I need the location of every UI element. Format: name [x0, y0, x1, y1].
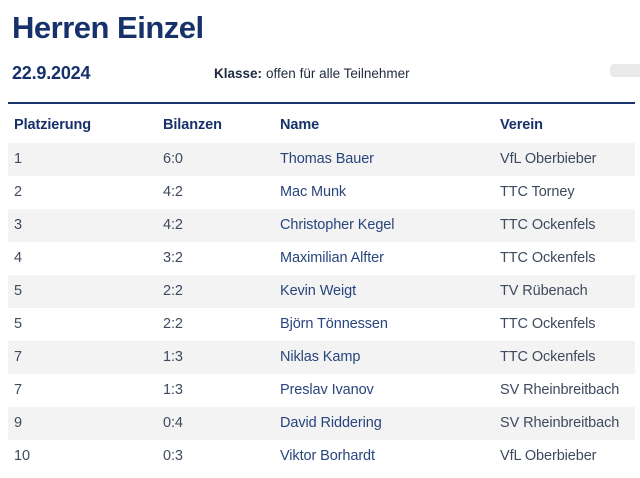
column-header-bilanzen: Bilanzen [163, 117, 222, 134]
cell-verein: TV Rübenach [500, 283, 588, 300]
cell-bilanzen: 2:2 [163, 283, 183, 300]
cell-verein: SV Rheinbreitbach [500, 415, 620, 432]
cell-verein: TTC Ockenfels [500, 217, 596, 234]
cell-name: Mac Munk [280, 184, 347, 201]
table-row: 5 2:2 Kevin Weigt TV Rübenach [8, 274, 635, 308]
cell-verein: TTC Ockenfels [500, 349, 596, 366]
cell-platzierung: 7 [14, 349, 22, 366]
table-row: 1 6:0 Thomas Bauer VfL Oberbieber [8, 142, 635, 176]
table-body: 1 6:0 Thomas Bauer VfL Oberbieber 2 4:2 Mac Mu… [8, 142, 635, 473]
cell-platzierung: 9 [14, 415, 22, 432]
cell-platzierung: 1 [14, 151, 22, 168]
cell-platzierung: 4 [14, 250, 22, 267]
cell-name: Preslav Ivanov [280, 382, 374, 399]
subheader: 22.9.2024 Klasse: offen für alle Teilnehm… [0, 62, 640, 88]
cell-platzierung: 3 [14, 217, 22, 234]
table-row: 4 3:2 Maximilian Alfter TTC Ockenfels [8, 242, 635, 275]
column-header-name: Name [280, 117, 320, 134]
cell-name: Thomas Bauer [280, 151, 374, 168]
cell-bilanzen: 0:3 [163, 448, 183, 465]
cell-name: Viktor Borhardt [280, 448, 375, 465]
table-row: 5 2:2 Björn Tönnessen TTC Ockenfels [8, 308, 635, 341]
cell-name: Björn Tönnessen [280, 316, 388, 333]
klasse-info: Klasse: offen für alle Teilnehmer [212, 64, 416, 83]
cell-platzierung: 10 [14, 448, 30, 465]
event-date: 22.9.2024 [12, 62, 91, 83]
edge-pill [610, 63, 640, 77]
results-table: Platzierung Bilanzen Name Verein 1 6:0 Tho… [8, 101, 635, 473]
cell-bilanzen: 1:3 [163, 382, 183, 399]
table-row: 2 4:2 Mac Munk TTC Torney [8, 176, 635, 209]
cell-name: Maximilian Alfter [280, 250, 384, 267]
cell-verein: TTC Ockenfels [500, 316, 596, 333]
cell-name: Christopher Kegel [280, 217, 395, 234]
cell-bilanzen: 1:3 [163, 349, 183, 366]
cell-verein: VfL Oberbieber [500, 448, 597, 465]
cell-platzierung: 7 [14, 382, 22, 399]
cell-platzierung: 5 [14, 316, 22, 333]
cell-platzierung: 2 [14, 184, 22, 201]
cell-bilanzen: 0:4 [163, 415, 183, 432]
cell-name: David Riddering [280, 415, 382, 432]
table-header-row: Platzierung Bilanzen Name Verein [8, 104, 635, 143]
page-title: Herren Einzel [12, 10, 204, 45]
cell-verein: SV Rheinbreitbach [500, 382, 620, 399]
table-row: 9 0:4 David Riddering SV Rheinbreitbach [8, 406, 635, 440]
cell-name: Kevin Weigt [280, 283, 357, 300]
cell-bilanzen: 3:2 [163, 250, 183, 267]
cell-verein: TTC Ockenfels [500, 250, 596, 267]
klasse-value: offen für alle Teilnehmer [266, 65, 410, 81]
cell-bilanzen: 4:2 [163, 217, 183, 234]
table-row: 7 1:3 Niklas Kamp TTC Ockenfels [8, 340, 635, 374]
cell-platzierung: 5 [14, 283, 22, 300]
table-row: 10 0:3 Viktor Borhardt VfL Oberbieber [8, 440, 635, 473]
cell-name: Niklas Kamp [280, 349, 361, 366]
column-header-verein: Verein [500, 117, 543, 134]
cell-verein: VfL Oberbieber [500, 151, 597, 168]
cell-bilanzen: 6:0 [163, 151, 183, 168]
cell-bilanzen: 4:2 [163, 184, 183, 201]
klasse-label: Klasse: [214, 65, 263, 81]
cell-verein: TTC Torney [500, 184, 575, 201]
cell-bilanzen: 2:2 [163, 316, 183, 333]
table-row: 7 1:3 Preslav Ivanov SV Rheinbreitbach [8, 374, 635, 407]
column-header-platzierung: Platzierung [14, 117, 92, 134]
table-row: 3 4:2 Christopher Kegel TTC Ockenfels [8, 208, 635, 242]
